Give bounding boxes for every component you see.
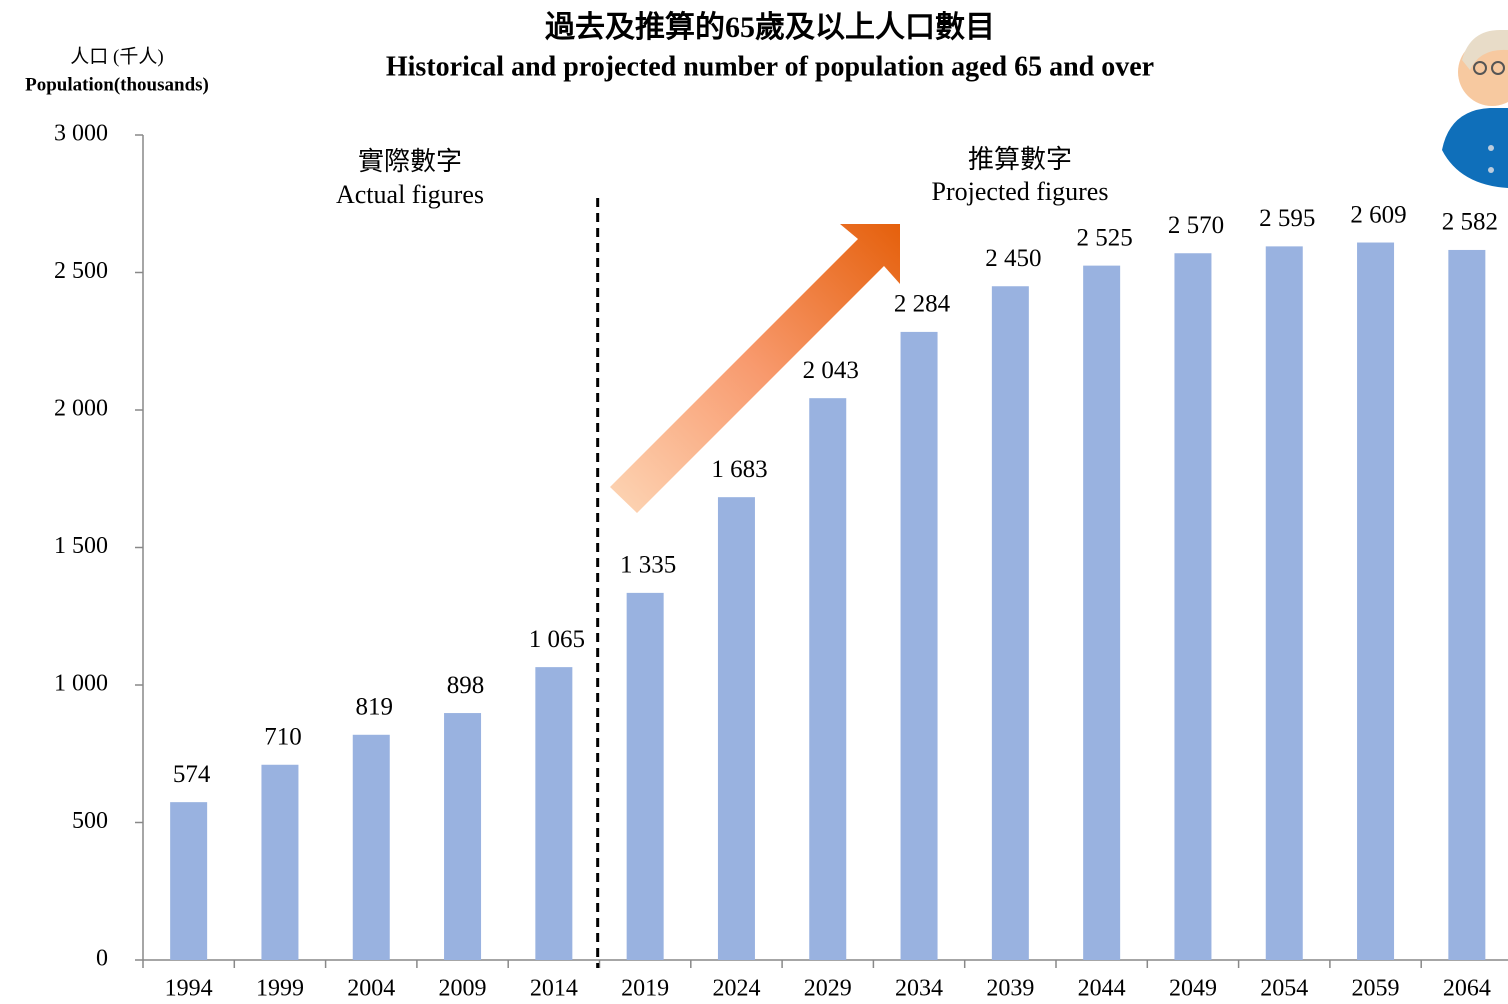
y-tick-label: 2 000 — [54, 396, 108, 422]
bar — [991, 286, 1029, 960]
bar — [1448, 249, 1486, 960]
annotation: Projected figures — [932, 177, 1109, 206]
bar — [1083, 265, 1121, 960]
x-tick-label: 2019 — [621, 976, 669, 1002]
chart-subtitle: Historical and projected number of popul… — [386, 51, 1154, 82]
value-label: 2 595 — [1259, 205, 1315, 232]
x-tick-label: 2014 — [530, 976, 578, 1002]
x-tick-label: 1994 — [165, 976, 213, 1002]
x-tick-label: 2059 — [1352, 976, 1400, 1002]
bar — [626, 592, 664, 960]
chart-title: 過去及推算的65歲及以上人口數目 — [545, 10, 995, 44]
bar — [1265, 246, 1303, 960]
annotation: Actual figures — [336, 180, 484, 209]
elderly-icon — [1442, 30, 1508, 188]
bar — [352, 734, 390, 960]
y-tick-label: 1 500 — [54, 533, 108, 559]
x-tick-label: 2054 — [1260, 976, 1308, 1002]
y-tick-label: 2 500 — [54, 258, 108, 284]
y-tick-label: 1 000 — [54, 671, 108, 697]
bar — [444, 713, 482, 960]
value-label: 2 450 — [985, 245, 1041, 272]
value-label: 710 — [264, 723, 302, 750]
x-tick-label: 2039 — [986, 976, 1034, 1002]
x-tick-label: 2044 — [1078, 976, 1126, 1002]
x-tick-label: 1999 — [256, 976, 304, 1002]
value-label: 2 582 — [1442, 209, 1498, 236]
x-tick-label: 2034 — [895, 976, 943, 1002]
annotation: 推算數字 — [968, 145, 1072, 174]
bar — [261, 764, 299, 960]
bar — [809, 398, 847, 960]
annotation: 實際數字 — [358, 147, 462, 176]
x-tick-label: 2004 — [347, 976, 395, 1002]
value-label: 2 525 — [1077, 224, 1133, 251]
y-tick-label: 500 — [72, 808, 108, 834]
y-tick-label: 3 000 — [54, 121, 108, 147]
value-label: 2 284 — [894, 291, 951, 318]
value-label: 574 — [173, 761, 211, 788]
x-tick-label: 2009 — [439, 976, 487, 1002]
bar — [1174, 253, 1212, 960]
value-label: 1 683 — [711, 456, 767, 483]
value-label: 2 570 — [1168, 212, 1224, 239]
value-label: 819 — [356, 694, 394, 721]
value-label: 1 335 — [620, 552, 676, 579]
x-tick-label: 2024 — [712, 976, 760, 1002]
value-label: 2 043 — [803, 357, 859, 384]
bar — [170, 802, 208, 960]
value-label: 1 065 — [529, 626, 585, 653]
bar — [717, 497, 755, 960]
x-tick-label: 2064 — [1443, 976, 1491, 1002]
value-label: 2 609 — [1350, 201, 1406, 228]
y-tick-label: 0 — [96, 946, 108, 972]
bar — [535, 667, 573, 960]
bar — [900, 331, 938, 960]
x-tick-label: 2049 — [1169, 976, 1217, 1002]
bar — [1357, 242, 1395, 960]
value-label: 898 — [447, 672, 485, 699]
y-axis-label: 人口 (千人) — [70, 45, 163, 67]
trend-arrow — [610, 224, 900, 513]
y-axis-label: Population(thousands) — [25, 74, 209, 95]
x-tick-label: 2029 — [804, 976, 852, 1002]
